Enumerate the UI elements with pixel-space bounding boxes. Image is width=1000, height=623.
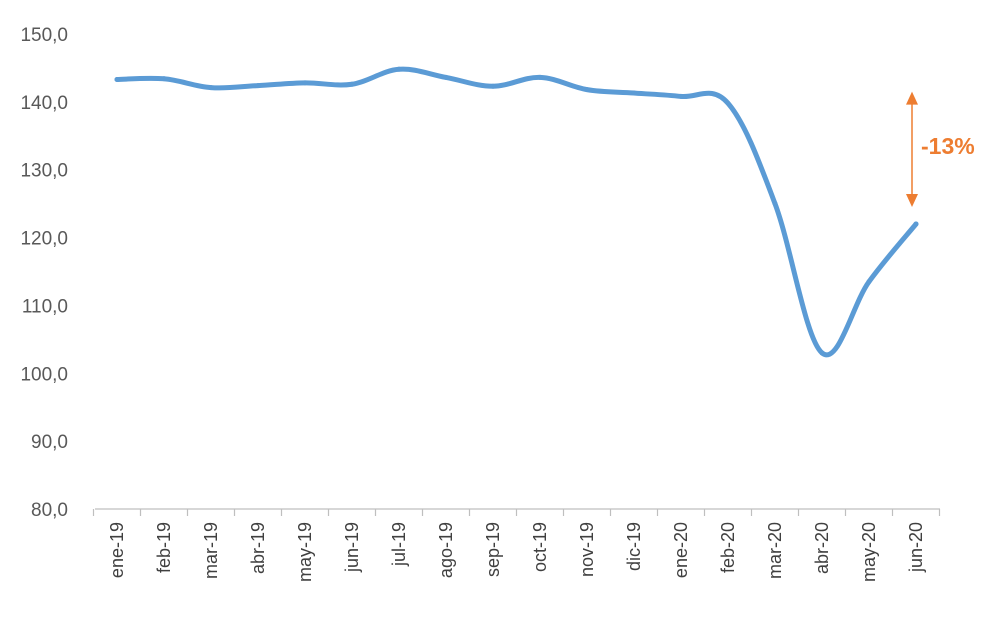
y-tick-label: 110,0 xyxy=(22,296,68,317)
x-tick-label: dic-19 xyxy=(624,522,644,571)
data-point xyxy=(208,85,214,91)
y-tick-label: 80,0 xyxy=(31,500,68,521)
data-point xyxy=(725,100,731,106)
data-point xyxy=(537,74,543,80)
x-tick-label: abr-19 xyxy=(248,522,268,574)
series-line xyxy=(114,66,919,358)
data-point xyxy=(396,66,402,72)
x-tick-label: may-19 xyxy=(295,522,315,582)
data-point xyxy=(913,221,919,227)
x-tick-label: feb-20 xyxy=(718,522,738,573)
x-tick-label: jul-19 xyxy=(389,522,409,567)
y-tick-label: 120,0 xyxy=(20,229,68,250)
x-tick-label: jun-19 xyxy=(342,522,362,573)
x-tick-label: ene-20 xyxy=(671,522,691,578)
x-tick-label: sep-19 xyxy=(483,522,503,577)
data-point xyxy=(584,87,590,93)
y-tick-label: 90,0 xyxy=(31,432,68,453)
x-tick-label: mar-20 xyxy=(765,522,785,579)
x-tick-label: ene-19 xyxy=(107,522,127,578)
annotation-arrow-up-head xyxy=(906,91,918,105)
y-tick-label: 100,0 xyxy=(20,364,68,385)
data-point xyxy=(772,201,778,207)
x-tick-label: oct-19 xyxy=(530,522,550,572)
data-point xyxy=(819,350,825,356)
y-tick-label: 150,0 xyxy=(20,25,68,46)
x-tick-label: may-20 xyxy=(859,522,879,582)
data-point xyxy=(302,80,308,86)
annotation-arrow-down-head xyxy=(906,194,918,207)
data-point xyxy=(349,81,355,87)
y-tick-label: 130,0 xyxy=(20,161,68,182)
y-axis: 150,0 140,0 130,0 120,0 110,0 100,0 90,0 80,0 xyxy=(20,25,68,521)
data-point xyxy=(443,74,449,80)
data-point xyxy=(678,93,684,99)
data-point xyxy=(114,76,120,82)
x-tick-label: jun-20 xyxy=(906,522,926,573)
annotation-label: -13% xyxy=(921,133,975,159)
x-tick-label: ago-19 xyxy=(436,522,456,578)
data-point xyxy=(255,83,261,89)
x-tick-label: abr-20 xyxy=(812,522,832,574)
data-point xyxy=(490,83,496,89)
y-tick-label: 140,0 xyxy=(20,93,68,114)
data-point xyxy=(866,279,872,285)
annotation-group: -13% xyxy=(906,91,975,207)
series-line-group xyxy=(114,66,919,358)
x-tick-label: mar-19 xyxy=(201,522,221,579)
x-tick-label: nov-19 xyxy=(577,522,597,577)
x-axis: ene-19 feb-19 mar-19 abr-19 may-19 jun-19 jul-… xyxy=(92,508,941,582)
data-point xyxy=(631,90,637,96)
x-tick-label: feb-19 xyxy=(154,522,174,573)
data-point xyxy=(161,76,167,82)
